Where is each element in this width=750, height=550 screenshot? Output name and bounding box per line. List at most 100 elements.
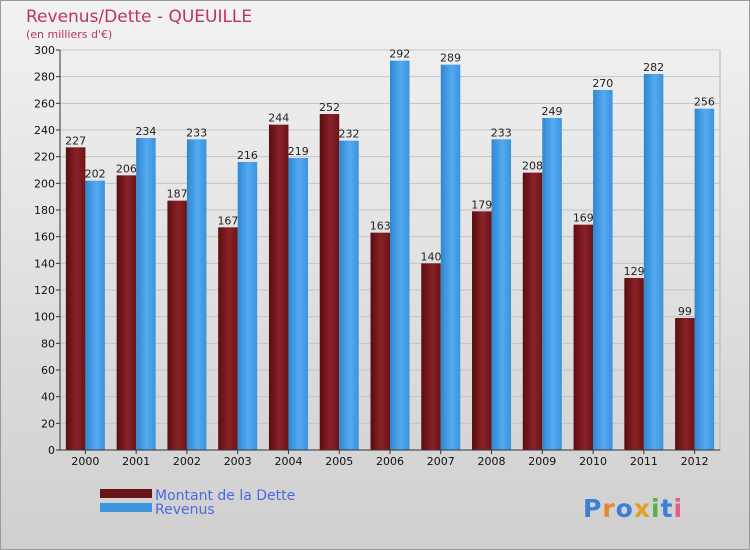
bar-revenus-value-label: 270 bbox=[592, 77, 613, 90]
logo-letter: t bbox=[661, 494, 674, 523]
bar-revenus bbox=[237, 162, 258, 450]
bar-dette bbox=[573, 224, 594, 450]
x-axis: 2000 2001 2002 2003 2004 2005 2006 2007 2008 2009… bbox=[60, 449, 720, 468]
y-tick-label: 40 bbox=[41, 391, 55, 404]
bar-dette bbox=[472, 211, 492, 450]
bar-dette-value-label: 140 bbox=[421, 250, 442, 263]
x-tick-label: 2009 bbox=[528, 455, 556, 468]
y-tick-label: 60 bbox=[41, 364, 55, 377]
x-tick-label: 2000 bbox=[71, 455, 99, 468]
bar-dette bbox=[522, 172, 543, 450]
y-tick-label: 120 bbox=[34, 284, 55, 297]
bars: 227 202 206 234 187 233 167 216 244 219 252 232 163 2… bbox=[65, 48, 715, 451]
bar-dette-value-label: 206 bbox=[116, 162, 137, 175]
bar-revenus bbox=[593, 90, 613, 450]
y-tick-label: 160 bbox=[34, 231, 55, 244]
y-tick-label: 0 bbox=[48, 444, 55, 457]
legend-label-revenus: Revenus bbox=[155, 502, 215, 518]
y-tick-label: 20 bbox=[41, 417, 55, 430]
bar-revenus-value-label: 282 bbox=[643, 61, 664, 74]
bar-revenus-value-label: 256 bbox=[694, 96, 715, 109]
bar-dette-value-label: 163 bbox=[370, 220, 391, 233]
bar-dette-value-label: 252 bbox=[319, 101, 340, 114]
logo-letter: P bbox=[583, 494, 602, 523]
bar-dette-value-label: 179 bbox=[471, 198, 492, 211]
legend-swatch-revenus bbox=[100, 503, 152, 512]
bar-revenus-value-label: 289 bbox=[440, 52, 461, 65]
bar-dette bbox=[167, 200, 187, 450]
bar-revenus-value-label: 234 bbox=[135, 125, 156, 138]
legend-label-dette: Montant de la Dette bbox=[155, 488, 295, 504]
bar-dette bbox=[65, 147, 86, 451]
bar-dette bbox=[319, 114, 340, 450]
bar-revenus bbox=[491, 139, 512, 451]
logo-letter: i bbox=[674, 494, 684, 523]
bar-revenus-value-label: 292 bbox=[389, 48, 410, 61]
y-tick-label: 80 bbox=[41, 337, 55, 350]
bar-dette-value-label: 208 bbox=[522, 160, 543, 173]
bar-revenus bbox=[85, 180, 105, 450]
bar-revenus bbox=[186, 139, 207, 451]
bar-dette bbox=[370, 232, 390, 450]
x-tick-label: 2012 bbox=[681, 455, 709, 468]
bar-revenus bbox=[339, 140, 359, 450]
x-tick-label: 2001 bbox=[122, 455, 150, 468]
y-tick-label: 260 bbox=[34, 97, 55, 110]
bar-dette-value-label: 227 bbox=[65, 134, 86, 147]
bar-revenus-value-label: 202 bbox=[85, 168, 106, 181]
y-tick-label: 280 bbox=[34, 71, 55, 84]
bar-dette bbox=[116, 175, 137, 451]
proxiti-logo: Proxiti bbox=[583, 494, 683, 523]
bar-dette-value-label: 244 bbox=[268, 112, 289, 125]
x-tick-label: 2005 bbox=[325, 455, 353, 468]
bar-dette-value-label: 187 bbox=[167, 188, 188, 201]
y-tick-label: 180 bbox=[34, 204, 55, 217]
logo-text: Proxiti bbox=[583, 494, 683, 523]
x-tick-label: 2003 bbox=[224, 455, 252, 468]
bar-revenus-value-label: 233 bbox=[186, 126, 207, 139]
chart-subtitle: (en milliers d'€) bbox=[26, 28, 112, 41]
bar-revenus-value-label: 216 bbox=[237, 149, 258, 162]
bar-revenus bbox=[542, 118, 562, 450]
x-tick-label: 2008 bbox=[478, 455, 506, 468]
legend-swatch-dette bbox=[100, 489, 152, 498]
x-tick-label: 2004 bbox=[274, 455, 302, 468]
chart-title: Revenus/Dette - QUEUILLE bbox=[26, 7, 252, 27]
y-tick-label: 300 bbox=[34, 44, 55, 57]
bar-revenus-value-label: 219 bbox=[288, 145, 309, 158]
bar-dette-value-label: 129 bbox=[624, 265, 645, 278]
bar-revenus bbox=[440, 64, 461, 451]
legend: Montant de la Dette Revenus bbox=[100, 488, 295, 518]
y-tick-label: 140 bbox=[34, 257, 55, 270]
bar-revenus-value-label: 233 bbox=[491, 126, 512, 139]
x-tick-label: 2010 bbox=[579, 455, 607, 468]
bar-dette bbox=[218, 227, 238, 450]
bar-revenus bbox=[136, 138, 156, 450]
y-tick-label: 220 bbox=[34, 151, 55, 164]
y-axis: 0 20 40 60 80 100 120 140 160 180 200 220 240 260 280 3… bbox=[34, 44, 61, 457]
logo-letter: o bbox=[616, 494, 634, 523]
bar-dette bbox=[675, 318, 695, 450]
bar-dette bbox=[421, 263, 441, 450]
x-tick-label: 2011 bbox=[630, 455, 658, 468]
bar-revenus bbox=[643, 74, 664, 450]
bar-dette bbox=[268, 124, 289, 451]
bar-revenus-value-label: 249 bbox=[542, 105, 563, 118]
bar-dette bbox=[624, 278, 644, 450]
x-tick-label: 2006 bbox=[376, 455, 404, 468]
y-tick-label: 200 bbox=[34, 177, 55, 190]
logo-letter: i bbox=[651, 494, 661, 523]
bar-dette-value-label: 167 bbox=[217, 214, 238, 227]
bar-dette-value-label: 99 bbox=[678, 305, 692, 318]
bar-revenus bbox=[288, 158, 308, 450]
bar-revenus bbox=[390, 60, 410, 451]
y-tick-label: 100 bbox=[34, 311, 55, 324]
logo-letter: x bbox=[634, 494, 651, 523]
logo-letter: r bbox=[602, 494, 615, 523]
bar-revenus bbox=[694, 108, 715, 451]
x-tick-label: 2007 bbox=[427, 455, 455, 468]
y-tick-label: 240 bbox=[34, 124, 55, 137]
x-tick-label: 2002 bbox=[173, 455, 201, 468]
